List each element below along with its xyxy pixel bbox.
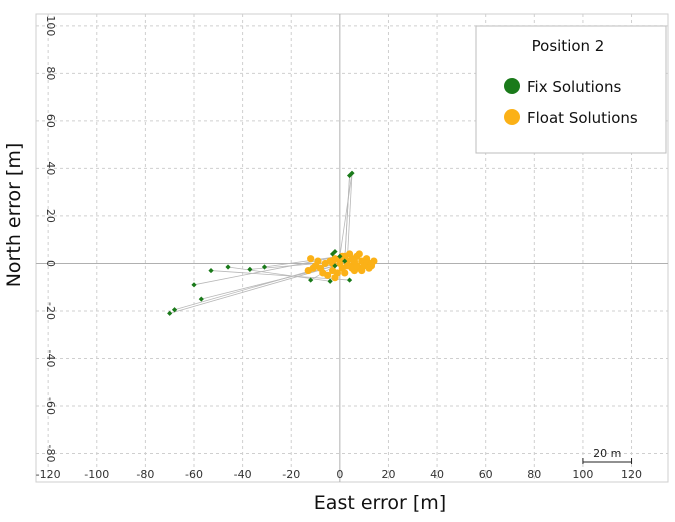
legend-fix-label: Fix Solutions [527,78,621,96]
fix-point [332,263,338,269]
legend-fix-swatch [504,78,520,94]
fix-point [337,253,343,259]
fix-point [261,264,268,270]
fix-point [171,307,178,313]
float-point [341,269,349,277]
fix-point [198,296,204,302]
legend-float-label: Float Solutions [527,109,638,127]
float-point [350,257,359,265]
track-line [344,175,350,262]
track-line [346,173,353,264]
y-tick-label: 20 [44,209,57,223]
float-point [336,259,344,268]
y-tick-label: -20 [44,302,57,320]
float-point [367,259,376,268]
fix-point [191,282,197,288]
x-axis-title: East error [m] [314,492,446,514]
y-tick-label: -80 [44,445,57,463]
legend-float-swatch [504,109,520,125]
scale-bar: 20 m [582,447,633,464]
float-point [307,255,315,263]
fix-point [247,266,253,272]
x-tick-label: -20 [282,468,300,481]
fix-point [308,277,314,283]
fix-point [332,248,338,255]
x-tick-label: -100 [84,468,109,481]
float-point [319,269,327,277]
x-tick-label: 120 [621,468,642,481]
y-tick-label: 60 [44,114,57,128]
x-tick-label: 40 [430,468,444,481]
x-tick-label: 0 [336,468,343,481]
x-tick-label: -60 [185,468,203,481]
float-point [314,257,322,265]
track-line [339,173,353,257]
tick-labels: -120 -100 -80 -60 -40 -20 0 20 40 60 80 100 120 -80 -6… [36,15,642,481]
float-point [355,250,363,258]
y-tick-label: 80 [44,66,57,80]
track-line [264,255,340,268]
legend-title: Position 2 [532,37,605,55]
fix-point [225,264,231,270]
y-tick-label: 100 [44,15,57,36]
fix-series [167,170,355,316]
fix-point [349,170,355,176]
x-tick-label: 80 [527,468,541,481]
fix-point [167,310,173,316]
x-tick-label: 60 [479,468,493,481]
fix-point [342,258,348,264]
fix-point [329,251,336,257]
y-tick-label: -40 [44,349,57,367]
fix-point [208,267,214,274]
fix-point [346,277,353,283]
float-series [304,250,378,282]
x-tick-label: -40 [234,468,252,481]
float-point [358,266,366,275]
y-tick-label: 40 [44,161,57,175]
x-tick-label: 100 [572,468,593,481]
x-tick-label: 20 [381,468,395,481]
y-tick-label: -60 [44,397,57,415]
scale-bar-label: 20 m [593,447,621,460]
x-tick-label: -80 [136,468,154,481]
float-point [345,250,354,258]
x-tick-label: -120 [36,468,61,481]
fix-point [327,278,333,284]
y-tick-label: 0 [44,260,57,267]
float-point [331,274,339,282]
legend: Position 2 Fix Solutions Float Solutions [475,25,667,154]
float-point [309,264,317,272]
y-axis-title: North error [m] [3,143,25,288]
